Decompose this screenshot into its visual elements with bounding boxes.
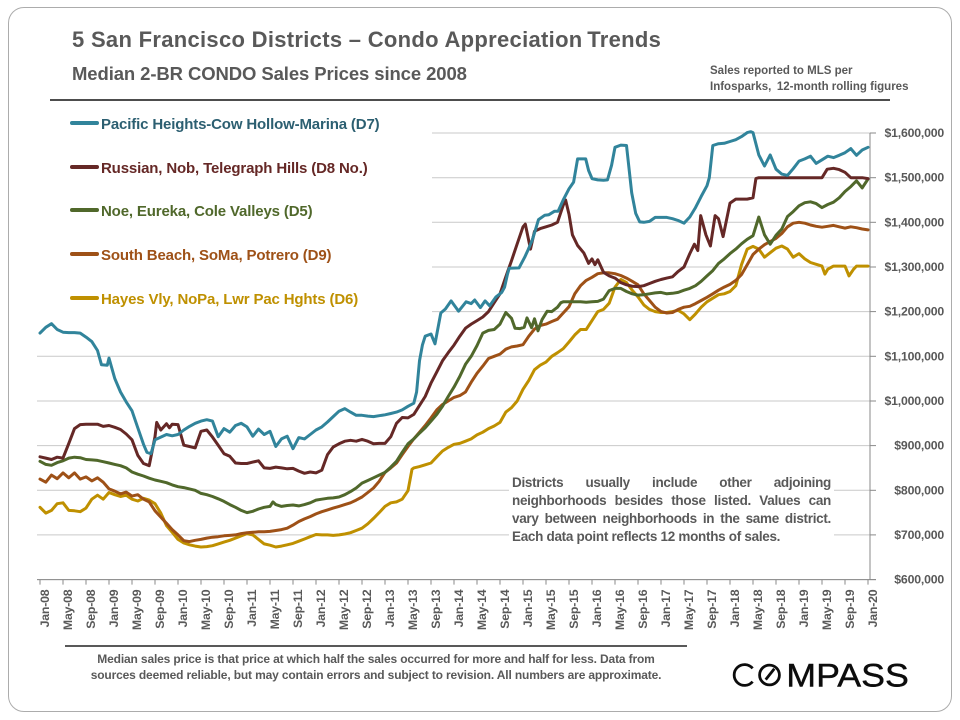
svg-text:Sep-13: Sep-13 [429, 589, 443, 628]
svg-text:Sep-15: Sep-15 [567, 589, 581, 628]
svg-text:Jan-16: Jan-16 [590, 589, 604, 627]
svg-text:May-19: May-19 [820, 589, 834, 630]
svg-text:Jan-10: Jan-10 [176, 589, 190, 627]
svg-text:Sep-12: Sep-12 [360, 589, 374, 628]
svg-text:$600,000: $600,000 [894, 573, 944, 587]
svg-text:May-18: May-18 [751, 589, 765, 630]
svg-text:May-15: May-15 [544, 589, 558, 630]
svg-text:MPASS: MPASS [786, 658, 909, 694]
svg-text:Sep-10: Sep-10 [222, 589, 236, 628]
svg-text:$1,000,000: $1,000,000 [884, 394, 944, 408]
svg-text:$1,100,000: $1,100,000 [884, 349, 944, 363]
svg-text:May-16: May-16 [613, 589, 627, 630]
svg-text:Jan-14: Jan-14 [452, 589, 466, 627]
svg-text:Sep-17: Sep-17 [705, 589, 719, 628]
svg-text:May-14: May-14 [475, 589, 489, 630]
svg-text:Sep-08: Sep-08 [84, 589, 98, 628]
svg-text:$1,400,000: $1,400,000 [884, 215, 944, 229]
svg-text:Jan-11: Jan-11 [245, 589, 259, 626]
svg-text:Sep-16: Sep-16 [636, 589, 650, 628]
svg-text:$1,500,000: $1,500,000 [884, 171, 944, 185]
svg-text:May-12: May-12 [337, 589, 351, 630]
svg-text:$1,300,000: $1,300,000 [884, 260, 944, 274]
svg-text:Jan-19: Jan-19 [797, 589, 811, 627]
svg-text:May-17: May-17 [682, 589, 696, 630]
svg-text:Sep-11: Sep-11 [291, 589, 305, 628]
svg-text:Sep-18: Sep-18 [774, 589, 788, 628]
svg-text:$1,200,000: $1,200,000 [884, 305, 944, 319]
svg-text:May-09: May-09 [130, 589, 144, 630]
svg-text:$1,600,000: $1,600,000 [884, 126, 944, 140]
svg-text:May-11: May-11 [268, 589, 282, 629]
svg-text:Jan-18: Jan-18 [728, 589, 742, 627]
svg-text:$800,000: $800,000 [894, 483, 944, 497]
svg-text:May-10: May-10 [199, 589, 213, 630]
svg-text:Jan-17: Jan-17 [659, 589, 673, 627]
svg-text:Jan-15: Jan-15 [521, 589, 535, 627]
svg-text:Jan-12: Jan-12 [314, 589, 328, 627]
svg-text:Jan-20: Jan-20 [866, 589, 880, 627]
svg-text:Sep-19: Sep-19 [843, 589, 857, 628]
svg-text:Jan-08: Jan-08 [38, 589, 52, 627]
svg-text:$900,000: $900,000 [894, 439, 944, 453]
svg-text:Sep-09: Sep-09 [153, 589, 167, 628]
svg-text:May-13: May-13 [406, 589, 420, 630]
svg-text:$700,000: $700,000 [894, 528, 944, 542]
svg-text:Jan-13: Jan-13 [383, 589, 397, 627]
svg-text:Sep-14: Sep-14 [498, 589, 512, 628]
svg-text:Jan-09: Jan-09 [107, 589, 121, 627]
svg-text:May-08: May-08 [61, 589, 75, 630]
